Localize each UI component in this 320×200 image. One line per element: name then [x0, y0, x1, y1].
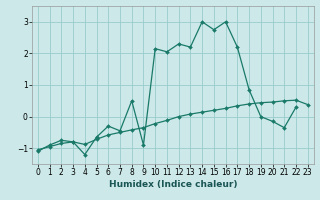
- X-axis label: Humidex (Indice chaleur): Humidex (Indice chaleur): [108, 180, 237, 189]
